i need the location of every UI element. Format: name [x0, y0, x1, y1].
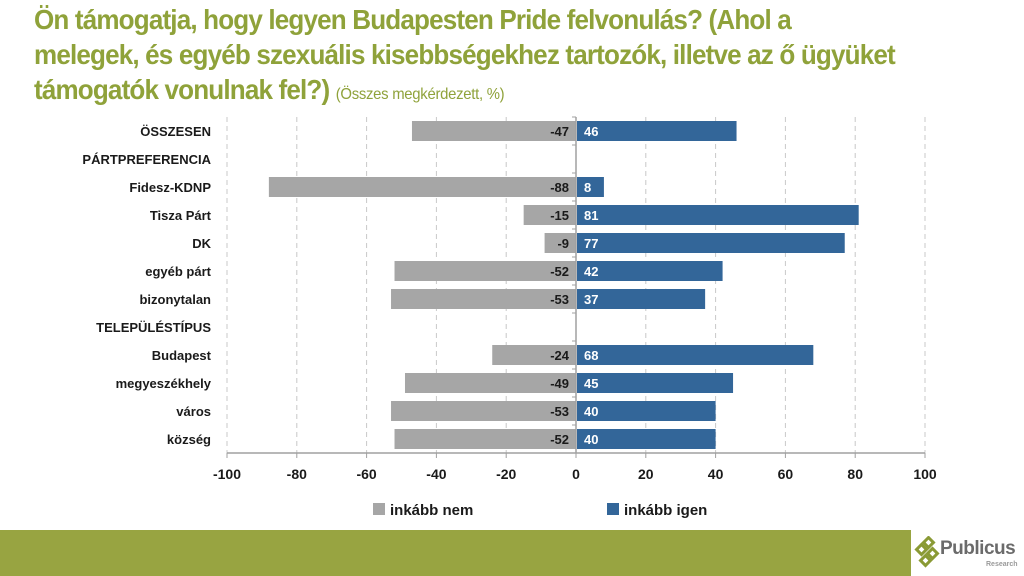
category-label: bizonytalan [139, 292, 211, 307]
category-labels: ÖSSZESEN PÁRTPREFERENCIA Fidesz-KDNP Tisza … [82, 124, 211, 447]
category-label: Budapest [152, 348, 212, 363]
x-tick-label: -20 [496, 466, 516, 482]
data-label-inkabb-igen: 68 [584, 348, 598, 363]
data-label-inkabb-igen: 46 [584, 124, 598, 139]
category-label: PÁRTPREFERENCIA [82, 152, 211, 167]
diverging-bar-chart: -47 46 -88 8 -15 81 -9 77 -52 42 -53 37 -24 68 -49 45 -5… [82, 116, 937, 519]
axes [226, 116, 926, 458]
data-label-inkabb-igen: 81 [584, 208, 598, 223]
data-label-inkabb-igen: 8 [584, 180, 591, 195]
data-label-inkabb-nem: -52 [550, 264, 569, 279]
category-label: DK [192, 236, 211, 251]
legend-label-inkabb-nem: inkább nem [390, 502, 473, 519]
data-label-inkabb-igen: 42 [584, 264, 598, 279]
publicus-diamond-icon [914, 536, 940, 568]
bar-inkabb-nem [492, 345, 576, 365]
x-tick-label: 80 [847, 466, 863, 482]
bar-inkabb-nem [544, 233, 576, 253]
logo-sub: Research [986, 561, 1018, 568]
x-tick-label: 60 [778, 466, 794, 482]
tick-labels: -100 -80 -60 -40 -20 0 20 40 60 80 100 [213, 466, 937, 482]
category-label: TELEPÜLÉSTÍPUS [96, 320, 211, 335]
bar-inkabb-igen [577, 205, 859, 225]
category-label: megyeszékhely [116, 376, 212, 391]
logo-name: Publicus [940, 538, 1016, 559]
data-label-inkabb-igen: 40 [584, 404, 598, 419]
x-tick-label: -100 [213, 466, 241, 482]
bar-inkabb-nem [411, 121, 576, 141]
bar-inkabb-igen [577, 261, 723, 281]
category-label: egyéb párt [145, 264, 211, 279]
chart-subtitle: (Összes megkérdezett, %) [335, 86, 505, 103]
data-label-inkabb-nem: -52 [550, 432, 569, 447]
title-line-1: Ön támogatja, hogy legyen Budapesten Pri… [34, 4, 792, 35]
legend-swatch-inkabb-igen [607, 503, 619, 515]
bar-inkabb-igen [577, 233, 845, 253]
legend: inkább nem inkább igen [373, 502, 707, 519]
bar-inkabb-nem [268, 177, 576, 197]
data-label-inkabb-igen: 45 [584, 376, 598, 391]
x-tick-label: 20 [638, 466, 654, 482]
title-line-3-text: támogatók vonulnak fel?) [34, 74, 330, 105]
data-label-inkabb-nem: -24 [550, 348, 570, 363]
bar-inkabb-igen [577, 401, 716, 421]
title-line-2: melegek, és egyéb szexuális kisebbségekh… [34, 39, 896, 70]
data-label-inkabb-igen: 37 [584, 292, 598, 307]
bar-inkabb-igen [577, 177, 604, 197]
data-label-inkabb-igen: 77 [584, 236, 598, 251]
bar-inkabb-nem [394, 261, 576, 281]
x-tick-label: 40 [708, 466, 724, 482]
bar-inkabb-nem [394, 429, 576, 449]
data-label-inkabb-nem: -9 [557, 236, 569, 251]
category-label: község [167, 432, 211, 447]
category-label: Fidesz-KDNP [129, 180, 211, 195]
bar-inkabb-nem [391, 401, 576, 421]
title-line-3: támogatók vonulnak fel?) (Összes megkérd… [34, 72, 945, 112]
bar-inkabb-igen [577, 121, 737, 141]
data-label-inkabb-nem: -49 [550, 376, 569, 391]
x-tick-label: 100 [913, 466, 937, 482]
gridlines [226, 117, 926, 453]
category-label: város [176, 404, 211, 419]
category-label: Tisza Párt [150, 208, 212, 223]
x-tick-label: 0 [572, 466, 580, 482]
bars: -47 46 -88 8 -15 81 -9 77 -52 42 -53 37 -24 68 -49 45 -5… [268, 121, 859, 449]
data-label-inkabb-nem: -53 [550, 404, 569, 419]
data-label-inkabb-igen: 40 [584, 432, 598, 447]
bar-inkabb-igen [577, 373, 734, 393]
x-tick-label: -80 [287, 466, 307, 482]
bar-inkabb-nem [391, 289, 576, 309]
legend-swatch-inkabb-nem [373, 503, 385, 515]
legend-label-inkabb-igen: inkább igen [624, 502, 707, 519]
category-label: ÖSSZESEN [140, 124, 211, 139]
bar-inkabb-nem [404, 373, 576, 393]
bar-inkabb-igen [577, 429, 716, 449]
x-tick-label: -40 [426, 466, 446, 482]
bar-inkabb-nem [523, 205, 576, 225]
chart-title: Ön támogatja, hogy legyen Budapesten Pri… [34, 2, 945, 112]
publicus-logo: Publicus Research [914, 534, 1022, 574]
data-label-inkabb-nem: -47 [550, 124, 569, 139]
data-label-inkabb-nem: -88 [550, 180, 569, 195]
bar-inkabb-igen [577, 345, 814, 365]
bar-inkabb-igen [577, 289, 706, 309]
data-label-inkabb-nem: -53 [550, 292, 569, 307]
footer-bar [0, 530, 911, 576]
data-label-inkabb-nem: -15 [550, 208, 569, 223]
x-tick-label: -60 [356, 466, 376, 482]
